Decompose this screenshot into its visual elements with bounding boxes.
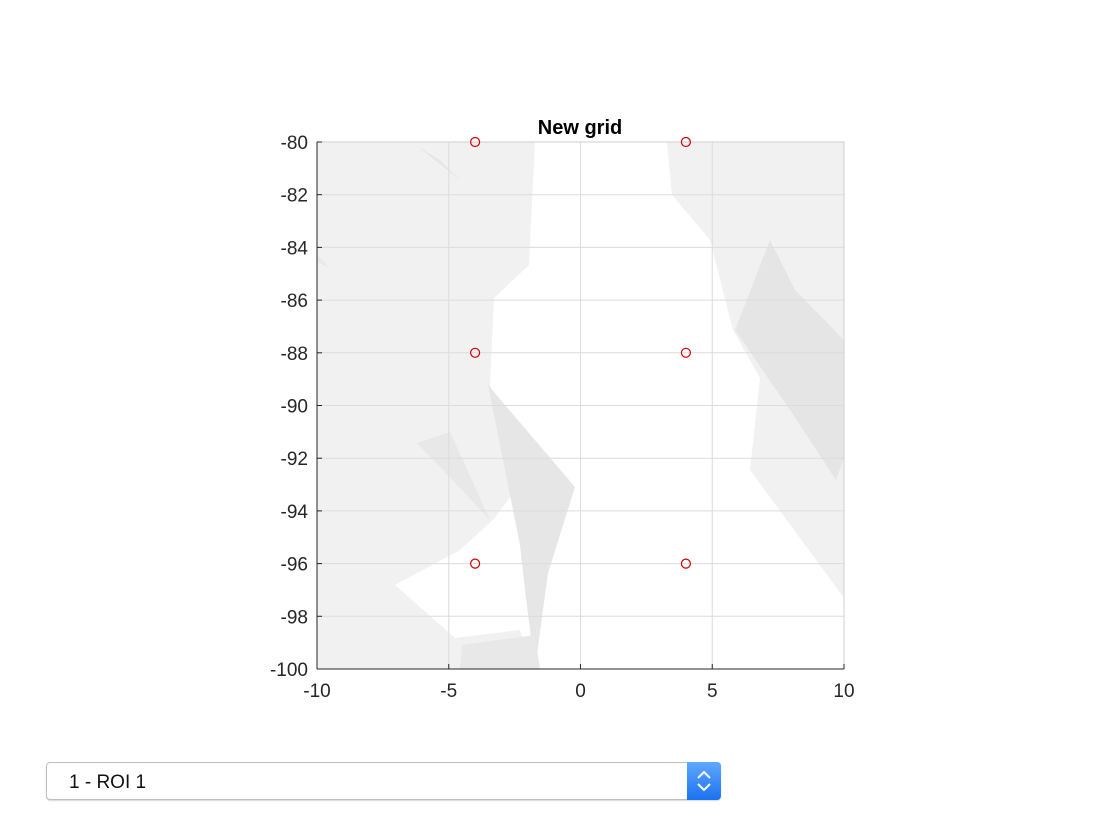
y-tick-label: -88 xyxy=(281,344,308,365)
x-tick-label: -5 xyxy=(440,681,457,702)
data-point xyxy=(680,558,692,569)
patch-left-edge xyxy=(317,255,330,268)
tick-marks xyxy=(316,141,845,670)
x-tick-labels: -10 -5 0 5 10 xyxy=(303,681,854,702)
y-tick-label: -86 xyxy=(281,291,308,312)
y-tick-label: -94 xyxy=(281,502,309,523)
data-point xyxy=(470,347,481,358)
up-down-arrows-icon[interactable] xyxy=(687,762,721,800)
data-point xyxy=(680,136,692,148)
y-tick-label: -92 xyxy=(281,449,308,470)
y-tick-label: -80 xyxy=(281,133,308,154)
y-tick-label: -82 xyxy=(281,186,308,207)
y-tick-label: -90 xyxy=(281,397,308,418)
patch-right xyxy=(667,142,844,598)
x-tick-label: 5 xyxy=(707,681,718,702)
patch-left-dark-3 xyxy=(417,432,490,520)
y-tick-label: -100 xyxy=(270,660,308,681)
data-points xyxy=(470,136,692,569)
x-tick-label: -10 xyxy=(303,681,330,702)
data-point xyxy=(470,136,481,148)
data-point xyxy=(470,558,481,569)
x-tick-label: 0 xyxy=(575,681,586,702)
figure: -10 -5 0 5 10 -100 -98 -96 -94 -92 -90 -88 -86 -84 -8… xyxy=(270,117,855,702)
x-tick-label: 10 xyxy=(833,681,854,702)
data-point xyxy=(680,347,692,358)
y-tick-labels: -100 -98 -96 -94 -92 -90 -88 -86 -84 -82 -80 xyxy=(270,133,308,681)
up-down-arrows-icon-glyph xyxy=(697,770,711,792)
patch-left-dark-2 xyxy=(488,385,575,669)
chart-title: New grid xyxy=(538,117,622,139)
roi-selector-value: 1 - ROI 1 xyxy=(69,772,147,793)
y-tick-label: -98 xyxy=(281,607,308,628)
roi-selector-dropdown[interactable]: 1 - ROI 1 xyxy=(46,762,721,800)
y-tick-label: -96 xyxy=(281,555,308,576)
plot-area: -10 -5 0 5 10 -100 -98 -96 -94 -92 -90 -88 -86 -84 -8… xyxy=(270,117,855,702)
y-tick-label: -84 xyxy=(281,238,309,259)
patch-left-dark-4 xyxy=(460,635,540,669)
patch-left-dark-1 xyxy=(412,142,460,180)
